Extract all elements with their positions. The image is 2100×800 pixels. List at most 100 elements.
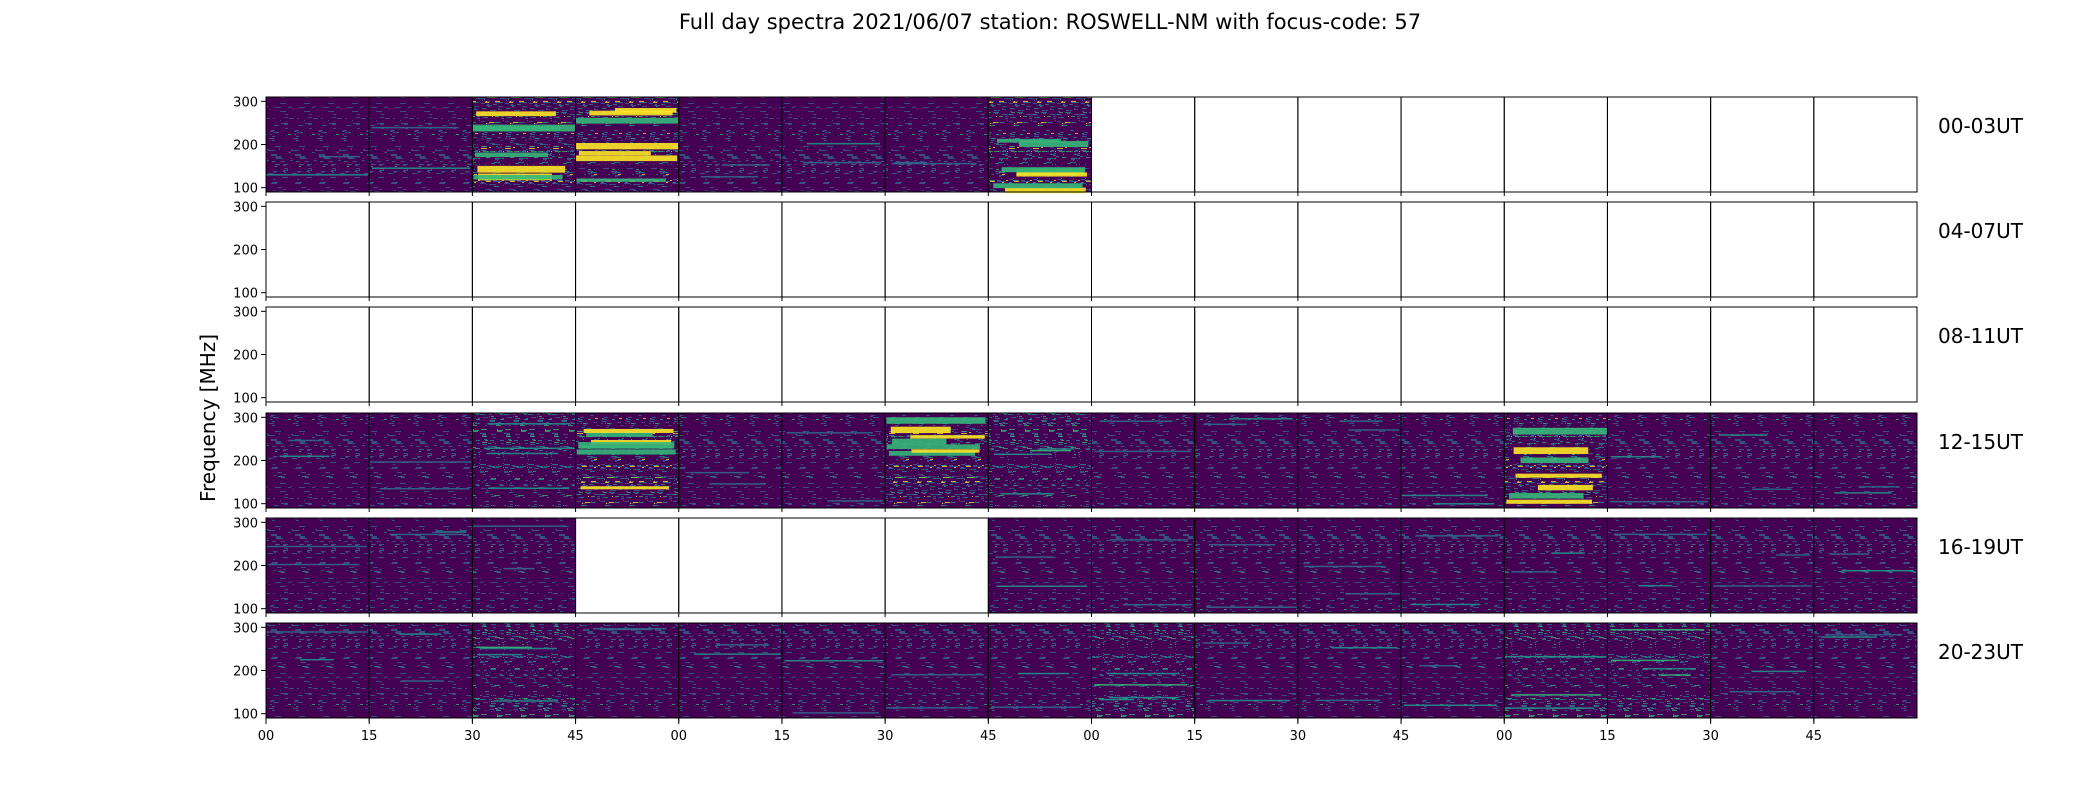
y-tick-label: 200 bbox=[233, 560, 258, 575]
frequency-band bbox=[993, 183, 1083, 189]
row-label: 20-23UT bbox=[1938, 640, 2024, 664]
spectrum-panel bbox=[1710, 517, 1815, 617]
spectrum-panel bbox=[1400, 517, 1505, 617]
frequency-band bbox=[1645, 667, 1694, 670]
frequency-band bbox=[586, 432, 653, 437]
spectrum-panel bbox=[1710, 622, 1815, 722]
spectra-row bbox=[265, 622, 1918, 722]
x-tick-label: 45 bbox=[1806, 729, 1823, 744]
frequency-band bbox=[1509, 493, 1584, 499]
spectrum-texture bbox=[575, 623, 679, 718]
frequency-band bbox=[807, 142, 881, 145]
frequency-band bbox=[267, 545, 367, 548]
panel-frame bbox=[678, 201, 783, 298]
y-tick-label: 200 bbox=[233, 665, 258, 680]
spectrum-panel bbox=[884, 517, 989, 617]
y-tick-label: 300 bbox=[233, 621, 258, 636]
y-tick-label: 100 bbox=[233, 287, 258, 302]
spectrum-texture bbox=[988, 518, 1092, 613]
spectrum-panel bbox=[1606, 96, 1712, 196]
frequency-band bbox=[1830, 553, 1870, 555]
spectra-row bbox=[265, 96, 1918, 196]
spectrum-panel bbox=[1297, 517, 1402, 617]
spectrum-panel bbox=[1503, 517, 1608, 617]
frequency-band bbox=[583, 428, 674, 433]
frequency-band bbox=[890, 426, 951, 434]
frequency-band bbox=[401, 680, 444, 682]
spectrum-panel bbox=[1297, 306, 1402, 406]
spectrum-panel bbox=[884, 96, 989, 196]
spectrum-panel bbox=[1606, 517, 1712, 617]
frequency-band bbox=[885, 707, 979, 709]
spectrum-panel bbox=[781, 412, 886, 512]
frequency-band bbox=[1611, 659, 1679, 662]
x-tick-label: 30 bbox=[877, 729, 894, 744]
y-tick-label: 100 bbox=[233, 392, 258, 407]
frequency-band bbox=[288, 439, 321, 442]
spectrum-panel bbox=[1091, 412, 1196, 512]
panel-frame bbox=[884, 306, 989, 403]
frequency-band bbox=[1415, 535, 1499, 537]
spectrum-panel bbox=[368, 517, 473, 617]
frequency-band bbox=[1109, 539, 1189, 541]
frequency-band bbox=[996, 585, 1088, 587]
spectrum-panel bbox=[575, 622, 680, 722]
frequency-band bbox=[1718, 434, 1767, 436]
panel-frame bbox=[575, 306, 680, 403]
spectrum-panel bbox=[1194, 517, 1299, 617]
spectrum-texture bbox=[266, 518, 370, 613]
spectrum-panel bbox=[471, 517, 577, 617]
frequency-band bbox=[716, 644, 770, 646]
frequency-band bbox=[372, 167, 471, 169]
spectrum-panel bbox=[987, 306, 1092, 406]
x-tick-label: 00 bbox=[670, 729, 687, 744]
frequency-band bbox=[615, 108, 677, 113]
frequency-band bbox=[1610, 500, 1708, 503]
spectrum-panel bbox=[1297, 622, 1402, 722]
spectrum-panel bbox=[1194, 412, 1299, 512]
frequency-band bbox=[721, 164, 770, 166]
panel-frame bbox=[1813, 622, 1918, 719]
frequency-band bbox=[911, 449, 980, 453]
spectrum-panel bbox=[1091, 96, 1196, 196]
spectrum-panel bbox=[781, 306, 886, 406]
spectrum-texture bbox=[1710, 518, 1814, 613]
panel-frame bbox=[265, 306, 370, 403]
spectrum-panel bbox=[1606, 306, 1712, 406]
frequency-band bbox=[1776, 554, 1811, 556]
frequency-band bbox=[475, 152, 549, 158]
frequency-band bbox=[1752, 488, 1792, 491]
frequency-band bbox=[279, 455, 330, 458]
frequency-band bbox=[996, 138, 1062, 143]
spectrum-panel bbox=[1813, 96, 1918, 196]
panel-frame bbox=[1194, 201, 1299, 298]
panel-frame bbox=[1606, 96, 1712, 193]
spectrum-panel bbox=[884, 622, 989, 722]
y-tick-label: 300 bbox=[233, 305, 258, 320]
panel-frame bbox=[1813, 412, 1918, 509]
frequency-band bbox=[575, 117, 679, 124]
panel-frame bbox=[1400, 306, 1505, 403]
x-tick-label: 15 bbox=[1186, 729, 1203, 744]
spectrum-texture bbox=[885, 623, 989, 718]
frequency-band bbox=[1613, 533, 1707, 536]
frequency-band bbox=[318, 155, 360, 158]
frequency-band bbox=[1658, 674, 1691, 676]
panel-frame bbox=[987, 306, 1092, 403]
frequency-band bbox=[1203, 423, 1247, 426]
frequency-band bbox=[1515, 473, 1602, 478]
spectrum-panel bbox=[781, 201, 886, 301]
frequency-band bbox=[1751, 670, 1807, 673]
spectrum-panel bbox=[575, 96, 680, 196]
spectrum-panel bbox=[1400, 96, 1505, 196]
row-label: 08-11UT bbox=[1938, 324, 2024, 348]
frequency-band bbox=[886, 417, 986, 424]
spectrum-panel bbox=[471, 412, 577, 512]
spectrum-texture bbox=[575, 413, 679, 508]
panel-frame bbox=[1091, 96, 1196, 193]
frequency-band bbox=[1206, 606, 1298, 608]
frequency-band bbox=[369, 461, 472, 463]
spectrum-panel bbox=[987, 201, 1092, 301]
spectrum-panel bbox=[575, 306, 680, 406]
